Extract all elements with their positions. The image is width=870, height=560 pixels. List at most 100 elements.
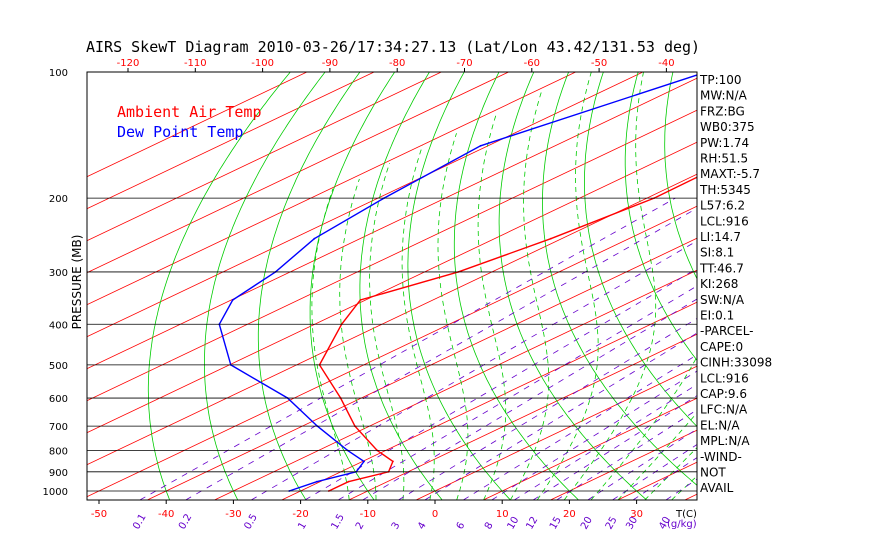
isotherm bbox=[214, 269, 697, 500]
data-series bbox=[218, 74, 763, 492]
moist-adiabat bbox=[477, 112, 507, 500]
bottom-temp-tick-label: -30 bbox=[225, 509, 241, 520]
isotherm bbox=[87, 72, 443, 242]
mixing-ratio-line bbox=[139, 197, 676, 500]
indices-panel: TP:100MW:N/AFRZ:BGWB0:375PW:1.74RH:51.5M… bbox=[699, 73, 772, 495]
isotherm bbox=[87, 72, 644, 338]
pressure-tick-label: 900 bbox=[49, 468, 68, 479]
index-item: TP:100 bbox=[699, 73, 742, 87]
dewpoint-point bbox=[479, 144, 482, 147]
index-item: CAPE:0 bbox=[700, 340, 743, 354]
mixing-ratio-line bbox=[514, 383, 697, 500]
chart-title: AIRS SkewT Diagram 2010-03-26/17:34:27.1… bbox=[86, 38, 700, 56]
index-item: LI:14.7 bbox=[700, 230, 741, 244]
isotherm bbox=[87, 72, 308, 178]
bottom-temp-tick-label: 10 bbox=[496, 509, 509, 520]
dry-adiabat bbox=[624, 72, 697, 362]
dewpoint-point bbox=[315, 480, 318, 483]
index-item: TT:46.7 bbox=[699, 261, 744, 275]
isotherm bbox=[416, 365, 697, 500]
dry-adiabat bbox=[498, 72, 647, 500]
top-temp-tick-label: -60 bbox=[524, 58, 540, 69]
mixing-ratio-tick-label: 12 bbox=[524, 515, 540, 532]
dewpoint-point bbox=[363, 460, 365, 463]
plot-frame bbox=[86, 71, 698, 501]
moist-adiabat bbox=[311, 188, 350, 500]
index-item: CINH:33098 bbox=[700, 356, 772, 370]
bottom-temp-tick-label: -40 bbox=[158, 509, 174, 520]
mixing-ratio-line bbox=[398, 317, 697, 500]
mixing-ratio-line bbox=[338, 285, 697, 500]
legend-ambient-air-temp: Ambient Air Temp bbox=[117, 103, 262, 121]
dry-adiabat bbox=[664, 72, 697, 280]
mixing-ratio-tick-label: 8 bbox=[483, 520, 496, 531]
index-item: MAXT:-5.7 bbox=[700, 167, 760, 181]
temperature-point bbox=[761, 145, 763, 147]
index-item: TH:5345 bbox=[699, 183, 751, 197]
isotherm bbox=[147, 237, 697, 500]
index-item: SI:8.1 bbox=[700, 246, 734, 260]
index-item: CAP:9.6 bbox=[700, 387, 747, 401]
top-temp-tick-label: -40 bbox=[658, 58, 674, 69]
index-item: MW:N/A bbox=[700, 89, 748, 103]
y-axis-label: PRESSURE (MB) bbox=[70, 235, 84, 330]
mixing-ratio-line bbox=[304, 268, 697, 500]
dry-adiabat bbox=[204, 72, 326, 500]
isotherm bbox=[348, 333, 697, 500]
index-item: L57:6.2 bbox=[700, 199, 745, 213]
index-item: LCL:916 bbox=[700, 371, 749, 385]
temperature-point bbox=[347, 480, 350, 483]
dry-adiabat bbox=[309, 72, 396, 500]
dry-adiabat bbox=[812, 63, 870, 500]
top-temp-tick-label: -50 bbox=[591, 58, 607, 69]
mixing-ratio-line bbox=[362, 298, 697, 500]
pressure-tick-label: 500 bbox=[49, 361, 68, 372]
moist-adiabat bbox=[401, 145, 435, 500]
bottom-temp-tick-label: -20 bbox=[292, 509, 308, 520]
mixing-ratio-tick-label: 1.5 bbox=[329, 512, 346, 531]
isotherm bbox=[87, 72, 376, 210]
moist-adiabat bbox=[617, 412, 697, 500]
pressure-tick-label: 800 bbox=[49, 446, 68, 457]
bottom-temp-tick-label: -10 bbox=[360, 509, 376, 520]
pressure-tick-label: 400 bbox=[49, 320, 68, 331]
index-item: PW:1.74 bbox=[700, 136, 749, 150]
isotherm bbox=[87, 205, 697, 498]
mixing-ratio-line bbox=[251, 240, 697, 500]
dry-adiabat bbox=[407, 72, 511, 500]
pressure-tick-label: 200 bbox=[49, 194, 68, 205]
mixing-ratio-unit-label: (g/kg) bbox=[667, 519, 697, 530]
pressure-tick-label: 1000 bbox=[43, 487, 68, 498]
pressure-tick-label: 600 bbox=[49, 394, 68, 405]
moist-adiabat bbox=[510, 89, 550, 500]
moist-adiabat bbox=[339, 178, 377, 500]
dry-adiabat bbox=[257, 72, 361, 500]
mixing-ratio-tick-label: 3 bbox=[390, 520, 403, 531]
mixing-ratio-tick-label: 2 bbox=[354, 520, 367, 531]
index-item: AVAIL bbox=[700, 481, 734, 495]
mixing-ratio-tick-label: 15 bbox=[548, 515, 564, 532]
mixing-ratio-tick-label: 25 bbox=[604, 515, 620, 532]
isotherm bbox=[87, 72, 510, 274]
temp-unit-label: T(C) bbox=[675, 509, 697, 520]
index-item: LFC:N/A bbox=[700, 403, 748, 417]
dewpoint-point bbox=[231, 299, 234, 301]
temperature-point bbox=[392, 460, 394, 463]
bottom-temp-tick-label: 30 bbox=[630, 509, 643, 520]
index-item: SW:N/A bbox=[700, 293, 745, 307]
top-temp-tick-label: -120 bbox=[117, 58, 140, 69]
index-item: WB0:375 bbox=[700, 120, 755, 134]
temperature-point bbox=[359, 299, 362, 301]
isotherm bbox=[483, 397, 697, 500]
mixing-ratio-tick-label: 4 bbox=[416, 520, 429, 531]
top-temp-tick-label: -100 bbox=[251, 58, 274, 69]
bottom-temp-tick-label: 20 bbox=[563, 509, 576, 520]
mixing-ratio-line bbox=[632, 457, 697, 500]
grid-lines bbox=[87, 63, 870, 500]
legend: Ambient Air Temp Dew Point Temp bbox=[117, 103, 262, 141]
isotherm bbox=[87, 173, 697, 466]
temperature-profile-line bbox=[318, 176, 697, 492]
index-item: RH:51.5 bbox=[700, 152, 748, 166]
